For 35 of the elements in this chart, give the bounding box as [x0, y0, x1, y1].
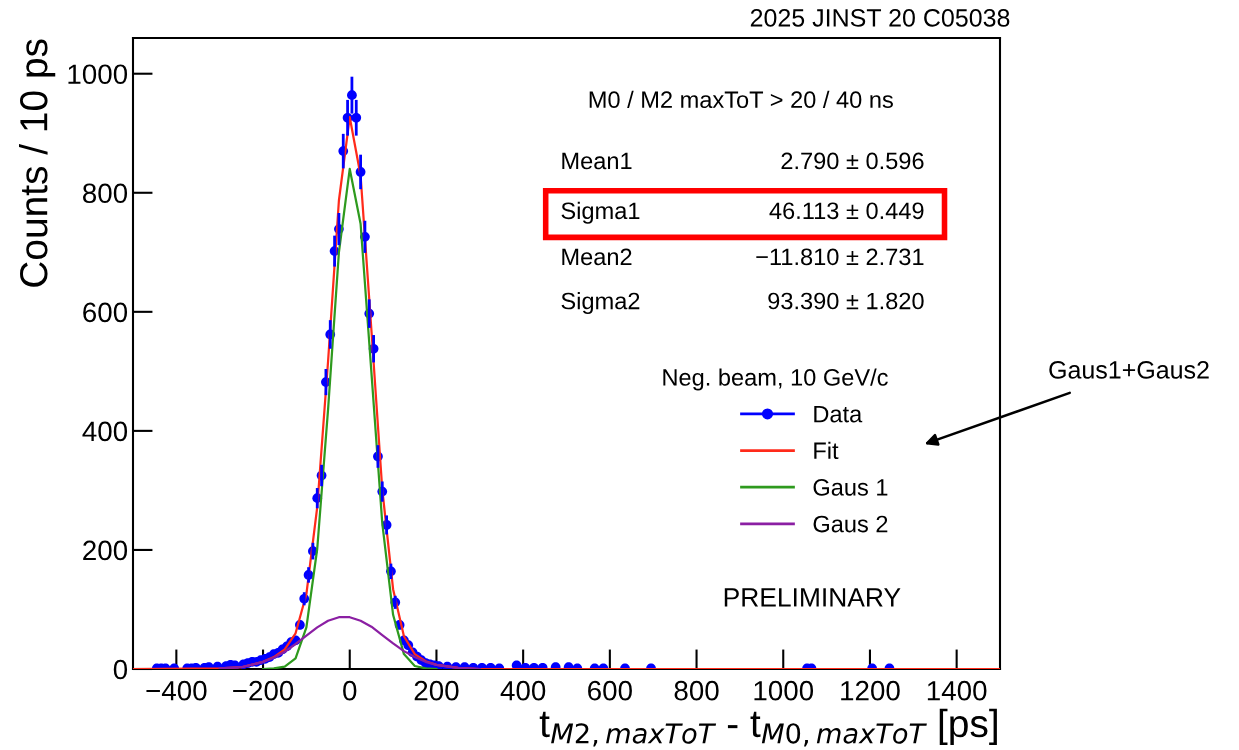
annotation: Sigma1 [561, 201, 640, 224]
annotation: 2.790 ± 0.596 [781, 152, 924, 170]
y-tick-label: 400 [82, 421, 128, 442]
x-tick-label: 1200 [841, 680, 900, 701]
legend-label: Data [814, 405, 863, 423]
annotation: 93.390 ± 1.820 [768, 292, 924, 310]
x-axis-title: t$_{M2,maxToT}$ - t$_{M0,maxToT}$ [ps] [539, 708, 997, 747]
y-tick-label: 200 [83, 540, 128, 561]
annotation: PRELIMINARY [724, 588, 901, 607]
x-tick-label: 200 [414, 680, 459, 701]
x-tick-label: −400 [146, 680, 207, 701]
text: Gaus1+Gaus2 [1049, 361, 1209, 379]
y-tick-label: 1000 [68, 64, 128, 85]
y-axis-title: Counts / 10 ps [18, 39, 56, 287]
x-tick-label: 400 [500, 680, 546, 701]
annotation: −11.810 ± 2.731 [756, 248, 924, 266]
y-tick-label: 600 [83, 302, 128, 323]
x-tick-label: 800 [674, 680, 719, 701]
legend-label: Gaus 2 [813, 515, 888, 533]
annotation: Mean1 [562, 152, 632, 170]
legend-label: Gaus 1 [813, 479, 888, 496]
text: 2025 JINST 20 C05038 [750, 9, 1010, 27]
x-tick-label: 600 [588, 680, 632, 701]
y-tick-label: 800 [83, 183, 128, 204]
annotation: 46.113 ± 0.449 [769, 202, 924, 220]
annotation: Sigma2 [561, 292, 640, 315]
annotation: Mean2 [562, 248, 632, 266]
legend-title: Neg. beam, 10 GeV/c [663, 368, 888, 391]
legend-label: Fit [814, 441, 839, 460]
annotation: M0 / M2 maxToT > 20 / 40 ns [589, 90, 893, 109]
x-tick-label: 0 [343, 680, 357, 701]
y-tick-label: 0 [113, 659, 128, 680]
x-tick-label: −200 [233, 680, 294, 701]
x-tick-label: 1400 [927, 680, 987, 701]
x-tick-label: 1000 [754, 680, 814, 701]
